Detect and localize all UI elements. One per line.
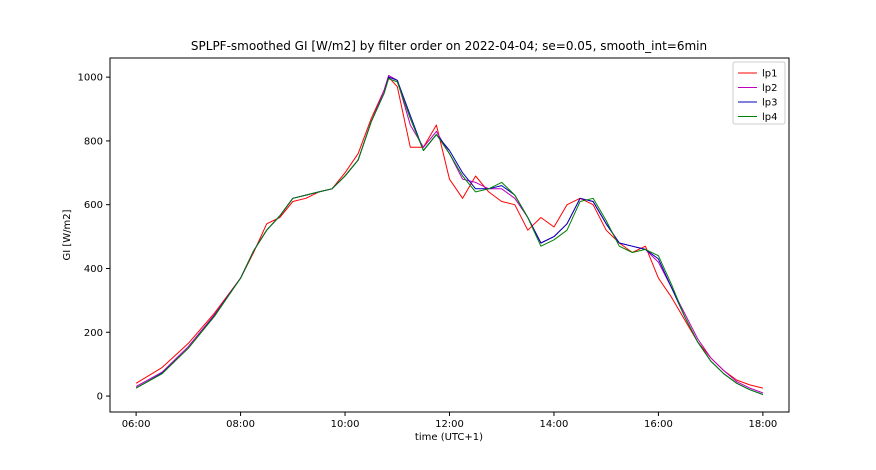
y-axis-ticks: 0 200 400 600 800 1000: [78, 73, 110, 403]
legend-label-lp3: lp3: [762, 98, 778, 109]
legend-box: [732, 61, 786, 125]
y-tick-label: 1000: [78, 73, 103, 84]
legend-label-lp2: lp2: [762, 83, 778, 94]
x-axis-label: time (UTC+1): [415, 432, 483, 443]
x-tick-label: 06:00: [122, 419, 151, 430]
series-line-lp1: [135, 76, 764, 389]
x-tick-label: 16:00: [644, 419, 673, 430]
y-axis-label: GI [W/m2]: [62, 209, 73, 260]
x-tick-label: 08:00: [226, 419, 255, 430]
y-tick-label: 800: [84, 136, 103, 147]
series-layer: [135, 75, 764, 395]
x-tick-label: 14:00: [540, 419, 569, 430]
chart-title: SPLPF-smoothed GI [W/m2] by filter order…: [191, 39, 707, 53]
legend: lp1 lp2 lp3 lp4: [732, 61, 786, 125]
x-tick-label: 18:00: [748, 419, 777, 430]
legend-label-lp1: lp1: [762, 69, 778, 80]
y-tick-label: 0: [97, 392, 103, 403]
x-axis-ticks: 06:00 08:00 10:00 12:00 14:00 16:00 18:00: [122, 412, 777, 430]
y-tick-label: 600: [84, 200, 103, 211]
series-line-lp4: [135, 78, 764, 395]
y-tick-label: 200: [84, 328, 103, 339]
legend-label-lp4: lp4: [762, 112, 778, 123]
plot-area: [109, 57, 790, 413]
x-tick-label: 10:00: [331, 419, 360, 430]
x-tick-label: 12:00: [435, 419, 464, 430]
y-tick-label: 400: [84, 264, 103, 275]
